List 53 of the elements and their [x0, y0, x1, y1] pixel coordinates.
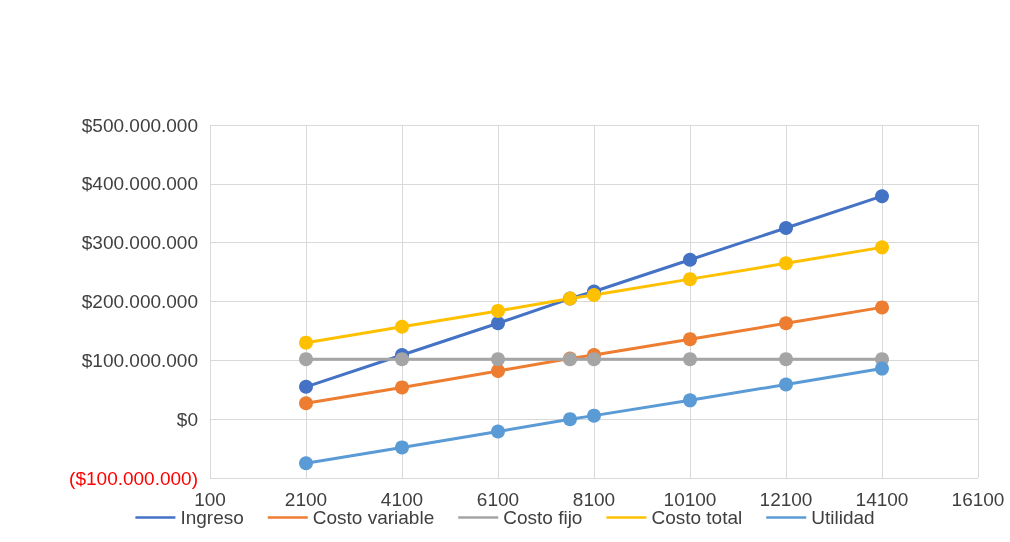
point — [875, 300, 889, 315]
point — [875, 189, 889, 204]
point — [587, 288, 601, 303]
point — [299, 335, 313, 350]
y-tick-label: $0 — [176, 408, 198, 430]
y-tick-label: $300.000.000 — [81, 232, 198, 254]
point — [299, 396, 313, 411]
y-tick-label: ($100.000.000) — [69, 467, 198, 489]
point — [875, 240, 889, 255]
point — [779, 352, 793, 367]
y-tick-label: $500.000.000 — [81, 114, 198, 136]
point — [395, 440, 409, 455]
point — [563, 412, 577, 427]
legend-label: Ingreso — [180, 507, 244, 528]
point — [395, 380, 409, 395]
y-tick-label: $200.000.000 — [81, 291, 198, 312]
y-tick-label: $100.000.000 — [81, 349, 198, 371]
legend-label: Costo fijo — [503, 507, 583, 528]
point — [299, 352, 313, 367]
point — [779, 316, 793, 331]
point — [875, 361, 889, 376]
legend-label: Utilidad — [811, 507, 875, 528]
x-tick-label: 6100 — [476, 489, 520, 510]
legend-label: Costo total — [651, 507, 743, 528]
point — [683, 332, 697, 347]
point — [779, 256, 793, 271]
x-tick-label: 12100 — [759, 489, 813, 510]
point — [779, 377, 793, 392]
point — [491, 316, 505, 331]
y-tick-label: $400.000.000 — [81, 173, 198, 195]
x-tick-label: 100 — [194, 489, 226, 510]
point — [683, 393, 697, 408]
x-tick-label: 16100 — [951, 489, 1005, 510]
point — [299, 379, 313, 394]
point — [491, 363, 505, 378]
point — [683, 272, 697, 287]
point — [491, 424, 505, 439]
x-tick-label: 2100 — [284, 489, 328, 510]
point — [299, 456, 313, 471]
point — [395, 352, 409, 367]
point — [683, 352, 697, 367]
x-tick-label: 14100 — [855, 489, 909, 510]
x-tick-label: 4100 — [380, 489, 424, 510]
point — [491, 352, 505, 367]
legend-label: Costo variable — [312, 507, 435, 528]
x-tick-label: 8100 — [572, 489, 616, 510]
point — [587, 352, 601, 367]
point — [395, 319, 409, 334]
point — [683, 252, 697, 267]
point — [779, 220, 793, 235]
point — [587, 408, 601, 423]
point — [491, 303, 505, 318]
x-tick-label: 10100 — [663, 489, 717, 510]
